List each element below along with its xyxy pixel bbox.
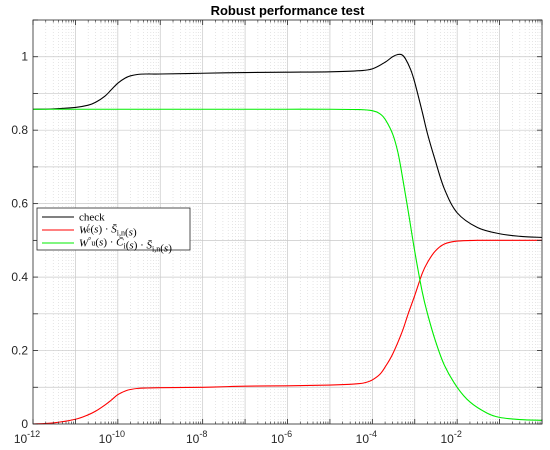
x-tick-label-exponent: -6 xyxy=(284,429,292,439)
x-tick-label: 10-2 xyxy=(440,429,461,446)
legend-text-part: ) · xyxy=(134,240,147,252)
legend-text-part: W xyxy=(79,238,89,250)
legend-label-3: W°u(s) · C̄i(s) · S̄i,n(s) xyxy=(79,236,172,255)
x-tick-label: 10-8 xyxy=(186,429,207,446)
legend-text-part: C̄ xyxy=(116,237,124,249)
axis-ticks xyxy=(32,19,543,425)
legend-text-part: ( xyxy=(90,224,94,236)
x-tick-label-exponent: -2 xyxy=(454,429,462,439)
y-tick-label: 0.4 xyxy=(11,270,28,284)
x-tick-label-base: 10 xyxy=(186,432,200,446)
x-tick-label: 10-10 xyxy=(99,429,125,446)
y-tick-label: 1 xyxy=(21,50,28,64)
legend-text-part: ) · xyxy=(103,237,116,249)
legend-text-part: S̄ xyxy=(111,224,117,236)
x-tick-label: 10-6 xyxy=(271,429,292,446)
legend-text-part: s xyxy=(99,237,103,249)
x-tick-label-base: 10 xyxy=(99,432,113,446)
legend-text-part: S̄ xyxy=(147,240,153,252)
legend-text-part: ) · xyxy=(98,224,111,236)
legend-subscript: e xyxy=(87,226,91,235)
series-lines xyxy=(32,53,543,425)
y-tick-label: 0 xyxy=(21,417,28,431)
legend-label-1: check xyxy=(79,212,105,224)
x-tick-label-base: 10 xyxy=(440,432,454,446)
legend-superscript: ° xyxy=(88,236,91,245)
legend-text-part: ( xyxy=(125,227,129,239)
series-line-1 xyxy=(32,53,543,238)
chart-title: Robust performance test xyxy=(211,3,366,18)
x-tick-label-base: 10 xyxy=(356,432,370,446)
legend-subscript: i,n xyxy=(152,245,160,254)
x-tick-label-exponent: -10 xyxy=(112,429,125,439)
x-tick-label-exponent: -8 xyxy=(199,429,207,439)
x-tick-label-exponent: -4 xyxy=(369,429,377,439)
legend-text-part: W xyxy=(79,225,89,237)
x-tick-label-exponent: -12 xyxy=(27,429,40,439)
legend-text-part: ( xyxy=(126,240,130,252)
series-line-3 xyxy=(33,108,543,421)
legend-text-part: s xyxy=(94,224,98,236)
legend-text-part: s xyxy=(129,240,133,252)
legend-subscript: i xyxy=(124,242,127,251)
series-line-2 xyxy=(32,239,542,425)
y-tick-label: 0.6 xyxy=(11,197,28,211)
legend-text-part: ( xyxy=(95,237,99,249)
legend-label-2: W′e(s) · S̄i,n(s) xyxy=(79,223,137,239)
x-tick-labels: 10-12 10-10 10-8 10-6 10-4 10-2 xyxy=(14,429,462,446)
y-tick-label: 0.2 xyxy=(11,344,28,358)
x-tick-label: 10-12 xyxy=(14,429,40,446)
legend-subscript: i,n xyxy=(117,229,125,238)
y-tick-label: 0.8 xyxy=(11,123,28,137)
legend-text-part: ) xyxy=(168,243,172,255)
x-tick-label: 10-4 xyxy=(356,429,377,446)
x-tick-label-base: 10 xyxy=(271,432,285,446)
legend-text-part: ) xyxy=(133,227,137,239)
legend-text-part: s xyxy=(164,243,168,255)
y-tick-labels: 0 0.2 0.4 0.6 0.8 1 xyxy=(11,50,28,431)
legend-superscript: ′ xyxy=(88,223,90,232)
legend-text-part: s xyxy=(129,227,133,239)
legend-subscript: u xyxy=(91,239,95,248)
legend-text-part: ( xyxy=(160,243,164,255)
x-tick-label-base: 10 xyxy=(14,432,28,446)
